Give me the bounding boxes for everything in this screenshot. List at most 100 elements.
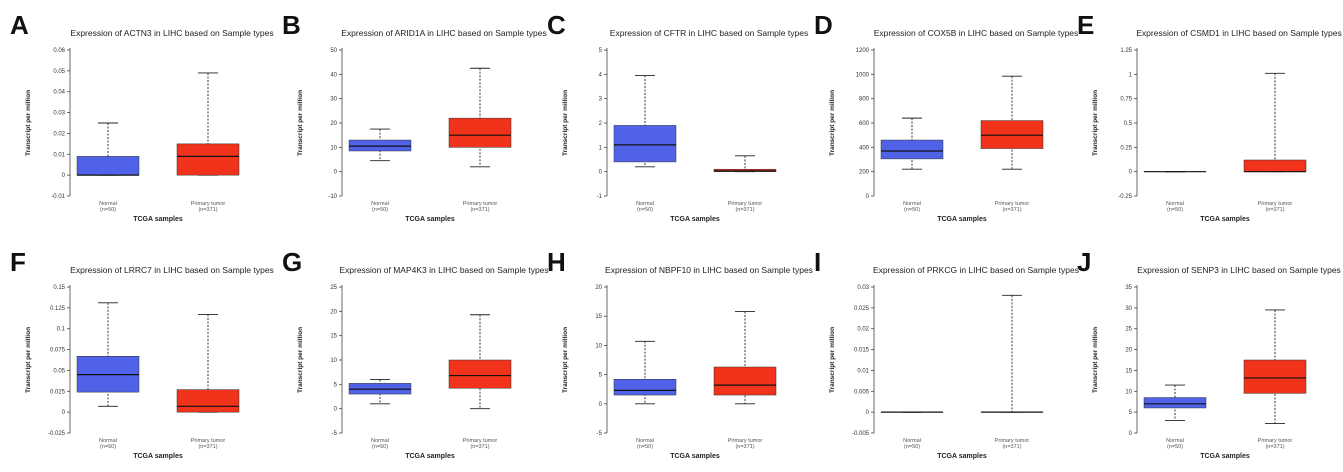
y-tick-label: 0.005 (854, 389, 870, 395)
x-category-count: (n=50) (1167, 444, 1183, 450)
chart-title: Expression of SENP3 in LIHC based on Sam… (1137, 265, 1341, 275)
y-tick-label: 0 (866, 194, 870, 200)
y-tick-label: 35 (1125, 285, 1132, 291)
panel-h: H Expression of NBPF10 in LIHC based on S… (547, 247, 813, 460)
y-tick-label: 10 (330, 358, 337, 364)
y-axis-label: Transcript per million (1092, 90, 1099, 156)
box-tumor (713, 311, 777, 405)
y-tick-label: 0 (866, 410, 870, 416)
x-category-count: (n=371) (1002, 207, 1021, 213)
panel-i: I Expression of PRKCG in LIHC based on Sa… (814, 247, 1079, 460)
panel-b: B Expression of ARID1A in LIHC based on S… (282, 10, 547, 223)
y-tick-label: 1200 (856, 48, 870, 54)
y-tick-label: 0.75 (1120, 97, 1132, 103)
y-tick-label: 20 (330, 309, 337, 315)
y-tick-label: -0.025 (48, 431, 66, 437)
x-axis-label: TCGA samples (1200, 216, 1250, 223)
box-normal (613, 340, 677, 405)
x-axis-label: TCGA samples (1200, 453, 1250, 460)
y-axis-label: Transcript per million (297, 327, 304, 393)
y-tick-label: 0.15 (53, 285, 65, 291)
y-tick-label: 15 (595, 314, 602, 320)
x-category-count: (n=371) (1265, 207, 1284, 213)
x-category-label: Normal (636, 201, 654, 207)
y-tick-label: 0.25 (1120, 145, 1132, 151)
iqr-box (348, 139, 412, 152)
panel-c: C Expression of CFTR in LIHC based on Sam… (547, 10, 808, 223)
y-axis-label: Transcript per million (829, 327, 836, 393)
x-category-label: Normal (99, 201, 117, 207)
box-tumor (448, 67, 512, 168)
x-category-count: (n=50) (100, 444, 116, 450)
iqr-box (1243, 159, 1307, 172)
x-category-label: Primary tumor (995, 438, 1030, 444)
y-tick-label: 50 (330, 48, 337, 54)
x-category-label: Primary tumor (995, 201, 1030, 207)
y-tick-label: 5 (1129, 410, 1133, 416)
panel-g: G Expression of MAP4K3 in LIHC based on S… (282, 247, 549, 460)
box-tumor (1243, 309, 1307, 424)
box-normal (76, 122, 140, 176)
y-tick-label: 0 (334, 407, 338, 413)
x-category-label: Primary tumor (1258, 438, 1293, 444)
panel-letter: H (547, 247, 566, 277)
y-tick-label: -5 (597, 431, 603, 437)
iqr-box (448, 359, 512, 389)
box-normal (613, 75, 677, 168)
y-tick-label: -10 (328, 194, 337, 200)
y-tick-label: 600 (859, 121, 870, 127)
y-tick-label: 0 (599, 402, 603, 408)
y-tick-label: 400 (859, 145, 870, 151)
iqr-box (1143, 397, 1207, 409)
y-tick-label: 0.03 (53, 111, 65, 117)
iqr-box (613, 379, 677, 396)
box-tumor (980, 294, 1044, 413)
x-category-label: Primary tumor (191, 201, 226, 207)
iqr-box (713, 366, 777, 396)
panel-letter: J (1077, 247, 1091, 277)
y-tick-label: 10 (330, 145, 337, 151)
y-tick-label: 20 (595, 285, 602, 291)
box-normal (1143, 384, 1207, 421)
y-tick-label: 0 (62, 410, 66, 416)
panel-letter: C (547, 10, 566, 40)
chart-title: Expression of CFTR in LIHC based on Samp… (610, 28, 808, 38)
y-axis-label: Transcript per million (25, 327, 32, 393)
y-tick-label: 0.05 (53, 69, 65, 75)
y-tick-label: 3 (599, 97, 603, 103)
x-category-label: Primary tumor (1258, 201, 1293, 207)
x-category-count: (n=50) (1167, 207, 1183, 213)
y-tick-label: -0.25 (1118, 194, 1132, 200)
x-category-count: (n=371) (470, 207, 489, 213)
x-category-count: (n=50) (372, 207, 388, 213)
x-category-count: (n=50) (100, 207, 116, 213)
y-tick-label: 0.075 (50, 348, 66, 354)
panel-d: D Expression of COX5B in LIHC based on Sa… (814, 10, 1078, 223)
y-axis-label: Transcript per million (562, 90, 569, 156)
y-tick-label: 20 (1125, 348, 1132, 354)
chart-title: Expression of MAP4K3 in LIHC based on Sa… (339, 265, 548, 275)
iqr-box (1243, 359, 1307, 394)
iqr-box (176, 389, 240, 413)
chart-title: Expression of PRKCG in LIHC based on Sam… (873, 265, 1079, 275)
panel-e: E Expression of CSMD1 in LIHC based on Sa… (1077, 10, 1342, 223)
y-tick-label: 0.05 (53, 368, 65, 374)
y-tick-label: 0.125 (50, 306, 66, 312)
y-tick-label: 25 (330, 285, 337, 291)
y-tick-label: 0.015 (854, 348, 870, 354)
y-tick-label: 0 (1129, 431, 1133, 437)
y-tick-label: -1 (597, 194, 603, 200)
y-tick-label: 20 (330, 121, 337, 127)
panel-letter: D (814, 10, 833, 40)
x-category-count: (n=50) (637, 207, 653, 213)
x-category-count: (n=50) (904, 444, 920, 450)
y-tick-label: 40 (330, 72, 337, 78)
x-category-count: (n=371) (470, 444, 489, 450)
x-category-label: Normal (903, 201, 921, 207)
y-tick-label: 4 (599, 72, 603, 78)
panel-letter: E (1077, 10, 1094, 40)
y-tick-label: 0.04 (53, 90, 65, 96)
x-category-label: Normal (1166, 438, 1184, 444)
x-axis-label: TCGA samples (133, 216, 183, 223)
y-axis-label: Transcript per million (562, 327, 569, 393)
